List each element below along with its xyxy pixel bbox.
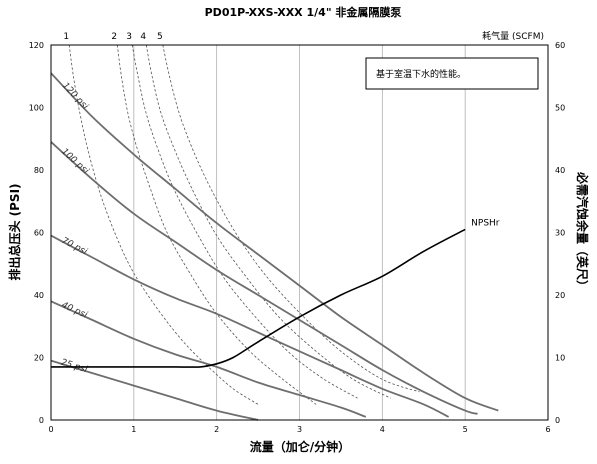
y2-tick-label: 40 <box>555 166 565 175</box>
y-tick-label: 40 <box>34 291 44 300</box>
chart-title: PD01P-XXS-XXX 1/4" 非金属隔膜泵 <box>205 5 402 19</box>
npshr-label: NPSHr <box>471 218 500 228</box>
pressure-label-100-psi: 100 psi <box>59 147 90 177</box>
air-curve-label-5: 5 <box>157 32 163 42</box>
y-tick-label: 0 <box>39 416 44 425</box>
pressure-label-40-psi: 40 psi <box>60 300 89 321</box>
npshr-curve-group: NPSHr <box>51 218 500 368</box>
pressure-curve-120-psi <box>50 72 499 412</box>
y-axis-label: 排出总压头 (PSI) <box>7 183 22 280</box>
y-tick-label: 100 <box>29 104 44 113</box>
note-text: 基于室温下水的性能。 <box>376 68 466 80</box>
air-curve-label-1: 1 <box>63 32 69 42</box>
y2-tick-label: 60 <box>555 41 565 50</box>
pressure-label-70-psi: 70 psi <box>60 236 89 258</box>
x-tick-label: 3 <box>297 425 302 434</box>
x-tick-label: 1 <box>131 425 136 434</box>
x-tick-label: 5 <box>463 425 468 434</box>
y2-tick-label: 0 <box>555 416 560 425</box>
air-curve-label-4: 4 <box>140 32 146 42</box>
y2-axis-label: 必需汽蚀余量（英尺） <box>575 171 590 292</box>
y-tick-label: 80 <box>34 166 44 175</box>
y2-tick-label: 10 <box>555 354 565 363</box>
x-tick-label: 6 <box>545 425 550 434</box>
y2-tick-label: 20 <box>555 291 565 300</box>
air-curve-1 <box>68 44 259 405</box>
y2-tick-label: 30 <box>555 229 565 238</box>
x-tick-label: 2 <box>214 425 219 434</box>
pressure-curve-25-psi <box>50 359 259 421</box>
pressure-curve-40-psi <box>50 300 367 418</box>
x-axis-ticks: 0 1 2 3 4 5 6 <box>48 425 550 434</box>
note-box <box>365 57 539 90</box>
air-curve-2 <box>116 44 317 405</box>
x-axis-label: 流量（加仑/分钟） <box>250 439 350 454</box>
air-curve-4 <box>145 44 391 399</box>
y-axis-ticks: 0 20 40 60 80 100 120 <box>29 41 44 425</box>
y2-axis-ticks: 0 10 20 30 40 50 60 <box>555 41 565 425</box>
air-curve-label-2: 2 <box>111 32 117 42</box>
grid <box>133 45 466 420</box>
x-tick-label: 0 <box>48 425 53 434</box>
air-curve-5 <box>162 44 420 393</box>
top-axis-label: 耗气量 (SCFM) <box>482 30 544 42</box>
air-curve-3 <box>131 44 358 399</box>
x-tick-label: 4 <box>380 425 385 434</box>
y-tick-label: 60 <box>34 229 44 238</box>
npshr-curve <box>51 228 466 368</box>
y-tick-label: 20 <box>34 354 44 363</box>
air-curve-label-3: 3 <box>126 32 132 42</box>
pressure-curve-70-psi <box>50 234 450 418</box>
air-consumption-curves <box>68 44 420 405</box>
y2-tick-label: 50 <box>555 104 565 113</box>
y-tick-label: 120 <box>29 41 44 50</box>
pressure-curve-100-psi <box>50 141 478 415</box>
